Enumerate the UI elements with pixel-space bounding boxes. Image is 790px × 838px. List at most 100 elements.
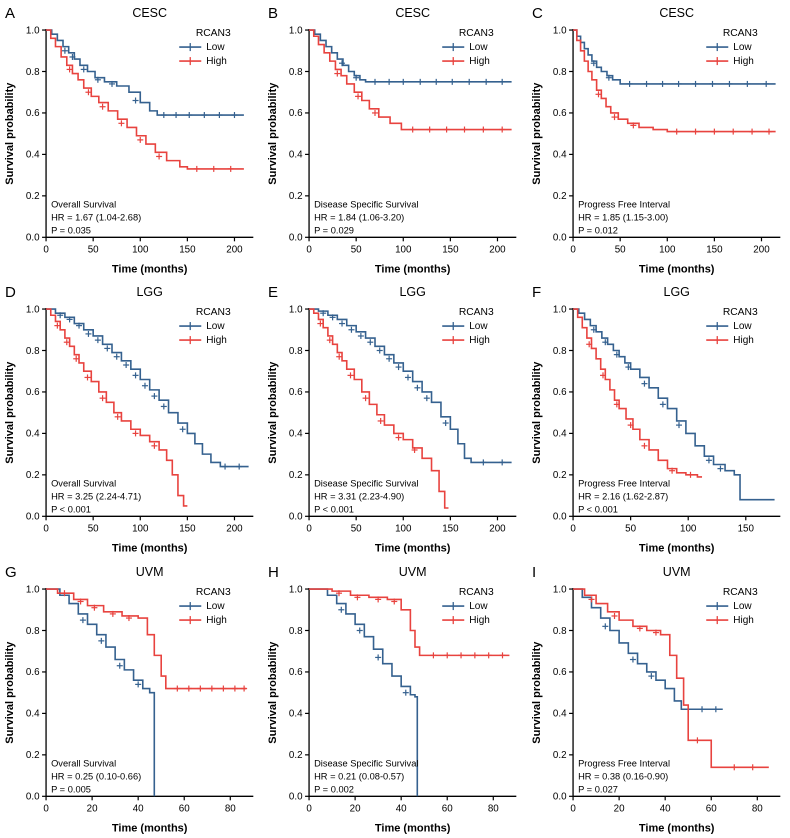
y-tick-label: 0.0 <box>289 512 303 523</box>
y-tick-label: 0.2 <box>26 750 40 761</box>
y-tick-label: 0.6 <box>26 667 40 678</box>
y-tick-label: 0.4 <box>26 150 40 161</box>
km-panel-a: A CESC 0.0 0.2 0.4 0.6 0.8 1.0 0 50 100 150 200 Time … <box>0 0 263 279</box>
y-tick-label: 1.0 <box>553 305 567 316</box>
x-axis-label: Time (months) <box>112 822 188 834</box>
annotation-line-2: P < 0.001 <box>51 505 91 515</box>
km-curve-high <box>46 587 247 690</box>
panel-title: UVM <box>136 565 164 579</box>
y-tick-label: 0.2 <box>553 750 567 761</box>
annotation-line-1: HR = 0.38 (0.16-0.90) <box>578 771 668 781</box>
annotation-line-1: HR = 2.16 (1.62-2.87) <box>578 492 668 502</box>
y-tick-label: 1.0 <box>553 25 567 36</box>
x-tick-label: 40 <box>133 803 144 814</box>
y-tick-label: 0.0 <box>553 791 567 802</box>
y-tick-label: 0.4 <box>553 708 567 719</box>
km-chart-h: H UVM 0.0 0.2 0.4 0.6 0.8 1.0 0 20 40 60 80 Time (mon… <box>267 564 517 834</box>
annotation-line-0: Disease Specific Survival <box>314 199 418 209</box>
x-axis-label: Time (months) <box>112 543 188 555</box>
km-chart-e: E LGG 0.0 0.2 0.4 0.6 0.8 1.0 0 50 100 150 200 Time (… <box>267 284 517 555</box>
x-tick-label: 0 <box>570 524 576 535</box>
legend-title: RCAN3 <box>722 307 757 318</box>
y-axis-label: Survival probability <box>267 640 279 743</box>
annotation-line-0: Disease Specific Survival <box>314 479 418 489</box>
y-tick-label: 0.4 <box>289 708 303 719</box>
y-tick-label: 0.2 <box>26 471 40 482</box>
panel-letter: A <box>5 5 15 22</box>
legend-title: RCAN3 <box>196 28 231 39</box>
y-tick-label: 0.2 <box>553 191 567 202</box>
x-tick-label: 200 <box>490 244 507 255</box>
legend-label-high: High <box>470 335 491 346</box>
x-tick-label: 0 <box>307 244 313 255</box>
y-tick-label: 0.8 <box>289 346 303 357</box>
y-axis-label: Survival probability <box>531 361 543 464</box>
x-tick-label: 100 <box>132 244 149 255</box>
km-curve-high <box>309 29 512 131</box>
x-tick-label: 80 <box>752 803 763 814</box>
x-tick-label: 100 <box>680 524 697 535</box>
y-axis-label: Survival probability <box>267 361 279 464</box>
y-tick-label: 0.6 <box>26 108 40 119</box>
x-tick-label: 0 <box>43 244 49 255</box>
legend-label-high: High <box>470 615 491 626</box>
km-curve-low <box>309 587 419 797</box>
legend-title: RCAN3 <box>459 28 494 39</box>
legend-label-low: Low <box>733 42 752 53</box>
annotation-line-2: P = 0.035 <box>51 225 91 235</box>
km-curve-low <box>572 308 775 501</box>
km-chart-d: D LGG 0.0 0.2 0.4 0.6 0.8 1.0 0 50 100 150 200 Time (… <box>4 284 254 555</box>
y-tick-label: 0.4 <box>289 429 303 440</box>
x-tick-label: 0 <box>43 524 49 535</box>
panel-title: LGG <box>663 285 689 299</box>
km-chart-g: G UVM 0.0 0.2 0.4 0.6 0.8 1.0 0 20 40 60 80 Time (mon… <box>4 564 254 834</box>
km-chart-i: I UVM 0.0 0.2 0.4 0.6 0.8 1.0 0 20 40 60 80 Time (mon… <box>531 564 780 834</box>
km-curve-high <box>46 308 188 508</box>
km-chart-c: C CESC 0.0 0.2 0.4 0.6 0.8 1.0 0 50 100 150 200 Time … <box>531 5 780 275</box>
km-chart-a: A CESC 0.0 0.2 0.4 0.6 0.8 1.0 0 50 100 150 200 Time … <box>4 5 254 275</box>
x-tick-label: 150 <box>443 244 460 255</box>
x-tick-label: 40 <box>659 803 670 814</box>
x-axis-label: Time (months) <box>639 263 715 275</box>
x-tick-label: 40 <box>396 803 407 814</box>
km-curve-low <box>46 29 244 116</box>
km-curve-low <box>309 308 512 464</box>
annotation-line-1: HR = 3.31 (2.23-4.90) <box>314 492 404 502</box>
x-tick-label: 80 <box>488 803 499 814</box>
y-tick-label: 0.2 <box>289 750 303 761</box>
km-panel-c: C CESC 0.0 0.2 0.4 0.6 0.8 1.0 0 50 100 150 200 Time … <box>527 0 790 279</box>
annotation-line-1: HR = 0.25 (0.10-0.66) <box>51 771 141 781</box>
y-tick-label: 0.2 <box>289 471 303 482</box>
y-tick-label: 1.0 <box>289 305 303 316</box>
annotation-line-0: Overall Survival <box>51 479 116 489</box>
km-panel-d: D LGG 0.0 0.2 0.4 0.6 0.8 1.0 0 50 100 150 200 Time (… <box>0 279 263 558</box>
y-tick-label: 0.4 <box>26 708 40 719</box>
legend-label-high: High <box>206 56 227 67</box>
legend-title: RCAN3 <box>459 307 494 318</box>
x-axis-label: Time (months) <box>375 822 451 834</box>
y-tick-label: 0.4 <box>289 150 303 161</box>
legend-label-low: Low <box>206 321 225 332</box>
annotation-line-2: P = 0.027 <box>578 784 618 794</box>
legend-label-low: Low <box>733 601 752 612</box>
km-panel-i: I UVM 0.0 0.2 0.4 0.6 0.8 1.0 0 20 40 60 80 Time (mon… <box>527 559 790 838</box>
y-tick-label: 0.6 <box>289 388 303 399</box>
annotation-line-0: Overall Survival <box>51 199 116 209</box>
x-tick-label: 150 <box>737 524 754 535</box>
x-tick-label: 60 <box>179 803 190 814</box>
y-tick-label: 0.4 <box>26 429 40 440</box>
annotation-line-1: HR = 1.85 (1.15-3.00) <box>578 212 668 222</box>
panel-title: LGG <box>136 285 162 299</box>
y-tick-label: 0.2 <box>26 191 40 202</box>
legend-label-low: Low <box>733 321 752 332</box>
panel-letter: H <box>268 564 279 581</box>
x-axis-label: Time (months) <box>375 263 451 275</box>
km-curve-high <box>309 308 449 510</box>
x-tick-label: 150 <box>443 524 460 535</box>
y-tick-label: 0.6 <box>289 108 303 119</box>
panel-letter: B <box>268 5 278 22</box>
annotation-line-0: Progress Free Interval <box>578 758 670 768</box>
y-tick-label: 0.6 <box>26 388 40 399</box>
x-tick-label: 200 <box>226 244 243 255</box>
annotation-line-2: P < 0.001 <box>314 505 354 515</box>
